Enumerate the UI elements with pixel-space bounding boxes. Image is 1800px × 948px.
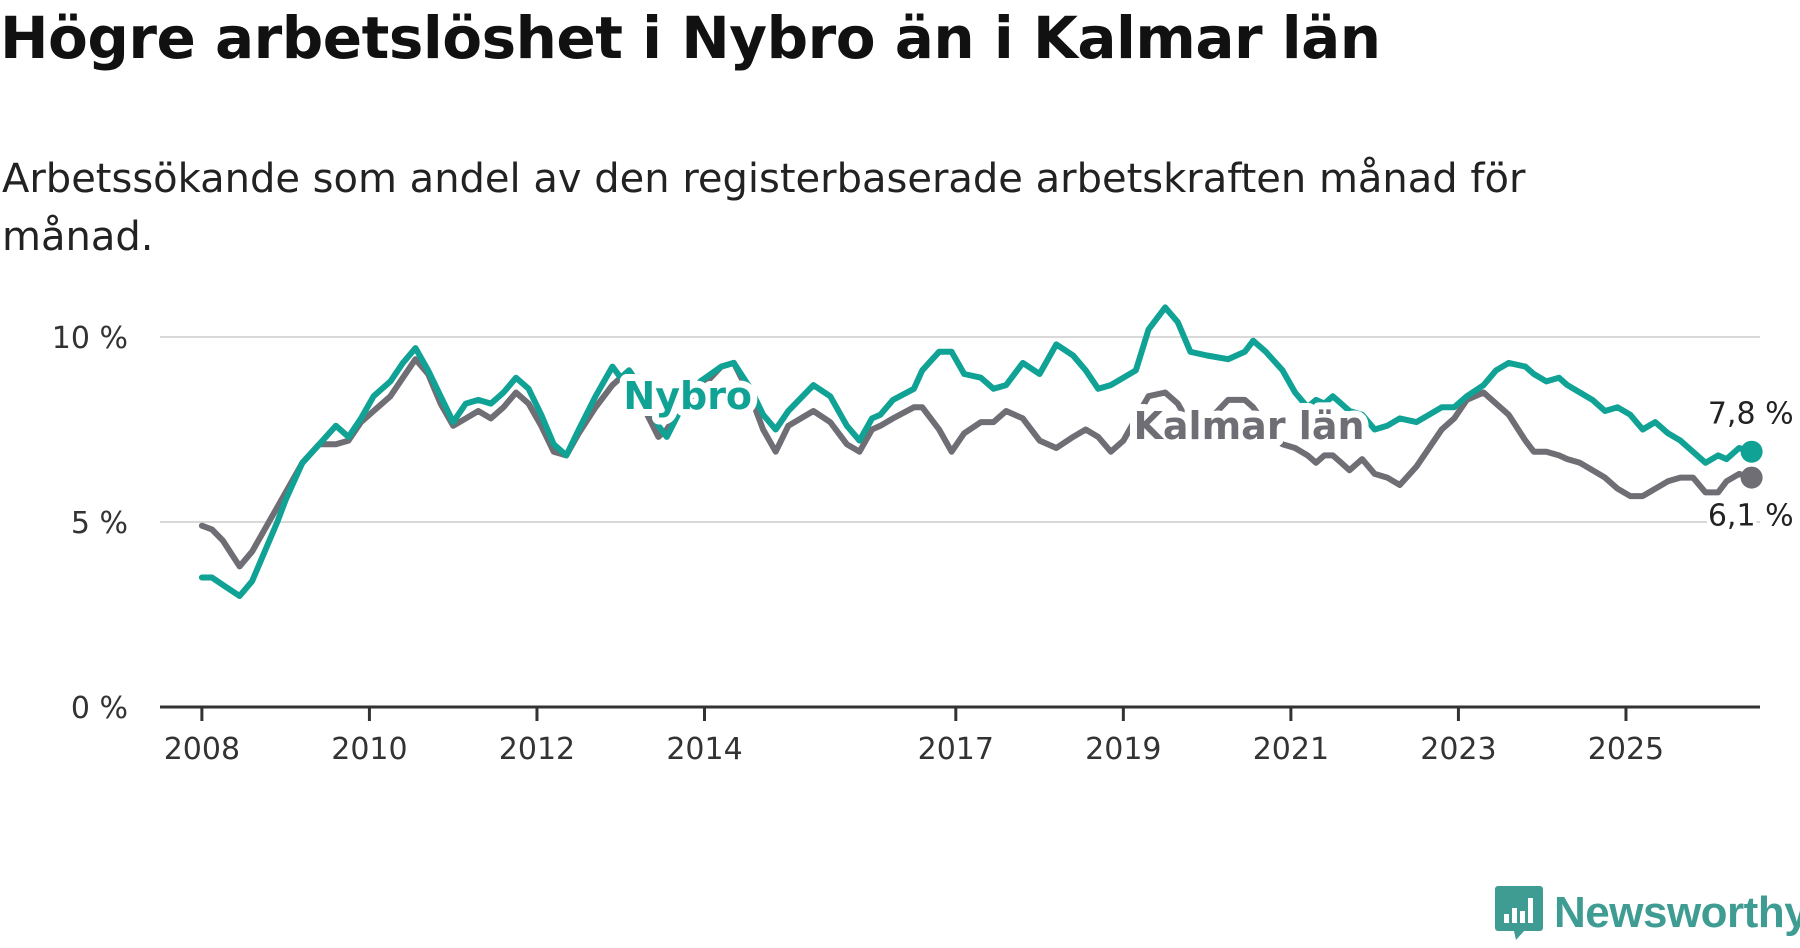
chart-title: Högre arbetslöshet i Nybro än i Kalmar l…: [0, 4, 1381, 72]
y-tick-label: 0 %: [71, 691, 128, 726]
brand-logo: Newsworthy: [1494, 884, 1800, 942]
y-tick-label: 10 %: [52, 321, 128, 356]
label-layer: Nybro Kalmar län 7,8 % 6,1 %: [616, 367, 1797, 537]
x-tick-label: 2025: [1588, 732, 1664, 767]
chart-subtitle: Arbetssökande som andel av den registerb…: [2, 156, 1526, 260]
end-label-nybro: 7,8 %: [1708, 397, 1794, 432]
end-label-kalmar-lan: 6,1 %: [1708, 499, 1794, 534]
x-tick-label: 2010: [331, 732, 407, 767]
x-tick-label: 2019: [1085, 732, 1161, 767]
y-tick-label: 5 %: [71, 506, 128, 541]
newsworthy-logo-icon: [1495, 886, 1543, 940]
series-line-kalmar-lan: [198, 356, 1755, 570]
brand-name: Newsworthy: [1554, 888, 1800, 937]
grid-layer: 0 % 5 % 10 % 2008 2010 2012 2014 2017 2019 2021 20…: [52, 321, 1760, 767]
x-tick-label: 2021: [1253, 732, 1329, 767]
x-tick-label: 2012: [499, 732, 575, 767]
series-end-point-nybro: [1740, 440, 1763, 463]
x-tick-label: 2023: [1420, 732, 1496, 767]
x-tick-label: 2014: [666, 732, 742, 767]
series-end-point-kalmar-lan: [1740, 466, 1763, 489]
x-tick-label: 2017: [918, 732, 994, 767]
series-layer: [198, 304, 1763, 599]
series-line-nybro: [198, 304, 1755, 599]
series-label-kalmar-lan: Kalmar län: [1133, 404, 1364, 448]
series-label-nybro: Nybro: [623, 374, 752, 418]
x-tick-label: 2008: [164, 732, 240, 767]
